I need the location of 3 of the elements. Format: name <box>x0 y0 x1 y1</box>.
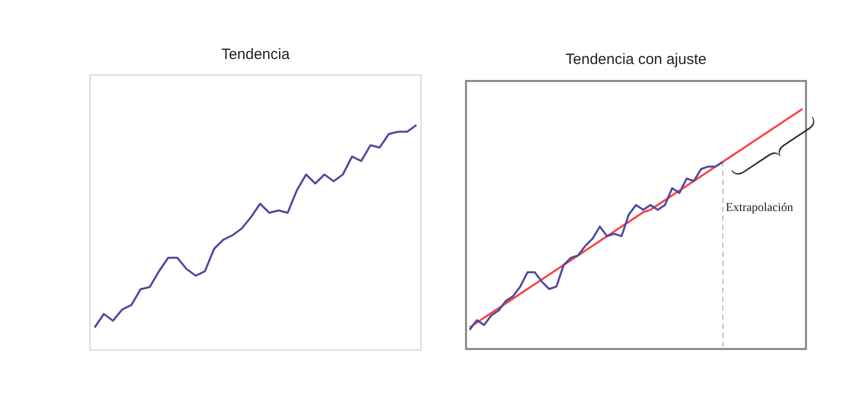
annotation: Extrapolación <box>726 200 794 216</box>
chart-title: Tendencia con ajuste <box>566 51 706 68</box>
chart-title: Tendencia <box>221 46 290 64</box>
